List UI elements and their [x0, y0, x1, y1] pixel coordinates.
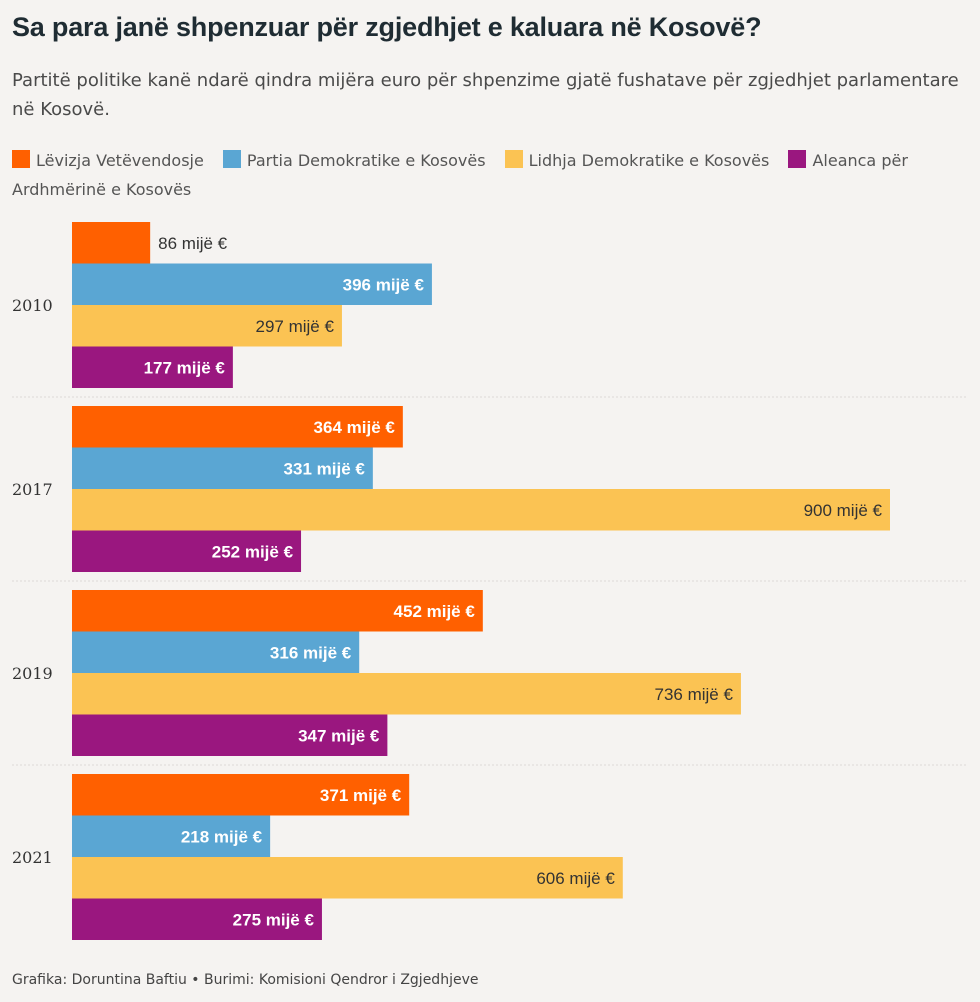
year-label-2010: 2010 [12, 296, 53, 315]
data-label-aak-2010: 177 mijë € [144, 358, 226, 377]
data-label-vetevendosje-2010: 86 mijë € [158, 234, 228, 253]
bar-ldk-2021 [72, 857, 623, 899]
data-label-ldk-2017: 900 mijë € [804, 501, 883, 520]
legend-label: Lëvizja Vetëvendosje [36, 151, 204, 170]
data-label-ldk-2019: 736 mijë € [655, 685, 734, 704]
chart-footer: Grafika: Doruntina Baftiu • Burimi: Komi… [12, 972, 479, 988]
bar-pdk-2021 [72, 815, 271, 857]
legend-label: Partia Demokratike e Kosovës [246, 151, 486, 170]
legend-swatch [788, 150, 807, 168]
bar-vetevendosje-2010 [72, 222, 151, 264]
data-label-vetevendosje-2019: 452 mijë € [394, 602, 476, 621]
bar-aak-2017 [72, 530, 302, 572]
bar-ldk-2010 [72, 305, 342, 347]
bar-ldk-2017 [72, 489, 890, 531]
data-label-aak-2017: 252 mijë € [212, 542, 294, 561]
data-label-pdk-2010: 396 mijë € [343, 275, 425, 294]
data-label-aak-2021: 275 mijë € [233, 910, 315, 929]
bar-aak-2010 [72, 346, 233, 388]
legend: Lëvizja Vetëvendosje Partia Demokratike … [12, 146, 972, 204]
data-label-vetevendosje-2021: 371 mijë € [320, 786, 402, 805]
bar-pdk-2017 [72, 447, 373, 489]
legend-item-vetevendosje: Lëvizja Vetëvendosje [12, 150, 204, 170]
data-label-pdk-2021: 218 mijë € [181, 827, 263, 846]
bar-vetevendosje-2019 [72, 590, 483, 632]
data-label-ldk-2021: 606 mijë € [536, 869, 615, 888]
data-label-aak-2019: 347 mijë € [298, 726, 380, 745]
bar-aak-2019 [72, 714, 388, 756]
year-label-2019: 2019 [12, 664, 53, 683]
legend-item-pdk: Partia Demokratike e Kosovës [222, 150, 486, 170]
bar-vetevendosje-2017 [72, 406, 403, 448]
legend-item-ldk: Lidhja Demokratike e Kosovës [504, 150, 770, 170]
data-label-ldk-2010: 297 mijë € [256, 317, 335, 336]
bar-pdk-2019 [72, 631, 360, 673]
data-label-pdk-2017: 331 mijë € [284, 459, 366, 478]
bar-aak-2021 [72, 898, 322, 940]
legend-swatch [504, 150, 523, 168]
data-label-vetevendosje-2017: 364 mijë € [314, 418, 396, 437]
bar-ldk-2019 [72, 673, 741, 715]
chart-title: Sa para janë shpenzuar për zgjedhjet e k… [12, 12, 762, 42]
legend-swatch [12, 150, 30, 168]
legend-item-aak: Aleanca për Ardhmërinë e Kosovës [12, 150, 908, 199]
year-label-2017: 2017 [12, 480, 53, 499]
bar-vetevendosje-2021 [72, 774, 410, 816]
legend-label: Lidhja Demokratike e Kosovës [528, 151, 770, 170]
legend-label: Aleanca për Ardhmërinë e Kosovës [12, 151, 908, 199]
data-label-pdk-2019: 316 mijë € [270, 643, 352, 662]
legend-swatch [222, 150, 241, 168]
chart-subtitle: Partitë politike kanë ndarë qindra mijër… [12, 70, 959, 120]
year-label-2021: 2021 [12, 848, 53, 867]
bar-chart: 2010 86 mijë € 396 mijë € 297 mijë € 177 mij… [12, 222, 968, 940]
bar-pdk-2010 [72, 263, 432, 305]
